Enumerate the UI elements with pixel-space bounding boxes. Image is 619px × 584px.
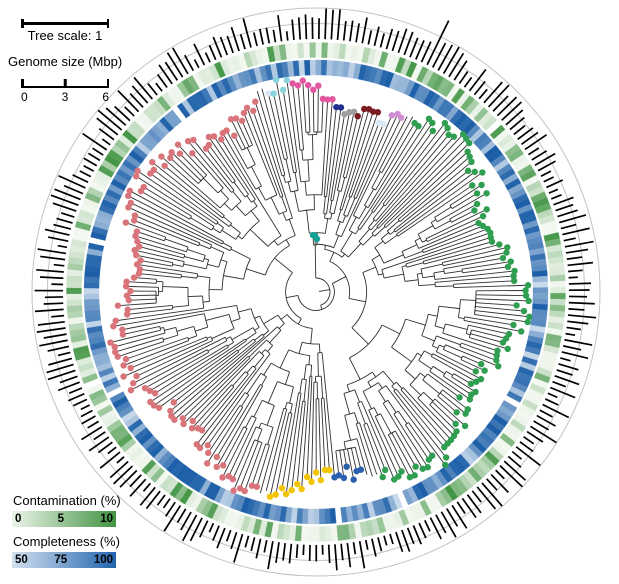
tree-scale-bar [21, 18, 109, 28]
tree-branches [110, 79, 530, 497]
leaf-dots [107, 76, 533, 500]
genome-size-bars [34, 8, 597, 571]
heatmap-rings [66, 42, 566, 542]
genome-tick-6: 6 [102, 90, 109, 104]
heatmap-legends: Contamination (%) 0 5 10 Completeness (%… [12, 493, 121, 575]
completeness-tick-75: 75 [54, 554, 68, 566]
completeness-tick-100: 100 [93, 554, 113, 566]
tree-scale-legend: Tree scale: 1 Genome size (Mbp) 0 3 6 [8, 18, 122, 104]
contamination-tick-10: 10 [100, 513, 113, 525]
contamination-tick-5: 5 [57, 513, 64, 525]
genome-size-axis-label: Genome size (Mbp) [8, 53, 123, 69]
genome-tick-3: 3 [61, 90, 69, 104]
tree-scale-label: Tree scale: 1 [27, 27, 103, 43]
completeness-legend-label: Completeness (%) [13, 534, 120, 549]
genome-size-gridlines [31, 7, 601, 577]
genome-tick-0: 0 [21, 90, 28, 104]
genome-size-scale-bar [21, 79, 109, 88]
genome-size-tick-labels: 0 3 6 [21, 90, 109, 104]
contamination-gradient-bar: 0 5 10 [12, 511, 116, 527]
completeness-tick-50: 50 [15, 554, 28, 566]
contamination-tick-0: 0 [15, 513, 22, 525]
contamination-legend-label: Contamination (%) [13, 493, 121, 508]
completeness-gradient-bar: 50 75 100 [12, 552, 116, 568]
